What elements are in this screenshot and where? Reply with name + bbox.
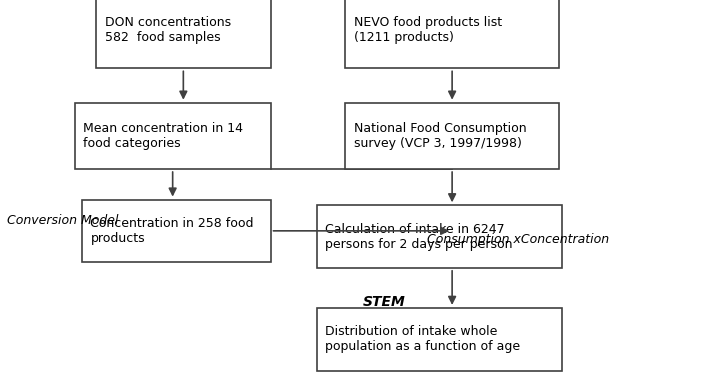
FancyBboxPatch shape	[96, 0, 271, 68]
Text: STEM: STEM	[363, 295, 406, 309]
FancyBboxPatch shape	[75, 103, 271, 169]
FancyBboxPatch shape	[317, 308, 562, 370]
FancyBboxPatch shape	[82, 200, 271, 262]
FancyBboxPatch shape	[345, 103, 559, 169]
FancyBboxPatch shape	[345, 0, 559, 68]
Text: NEVO food products list
(1211 products): NEVO food products list (1211 products)	[354, 16, 502, 44]
Text: National Food Consumption
survey (VCP 3, 1997/1998): National Food Consumption survey (VCP 3,…	[354, 122, 526, 150]
Text: Consumption xConcentration: Consumption xConcentration	[427, 233, 609, 246]
Text: Mean concentration in 14
food categories: Mean concentration in 14 food categories	[83, 122, 244, 150]
Text: Concentration in 258 food
products: Concentration in 258 food products	[90, 217, 254, 245]
Text: Distribution of intake whole
population as a function of age: Distribution of intake whole population …	[325, 325, 520, 353]
FancyBboxPatch shape	[317, 205, 562, 268]
Text: Calculation of intake in 6247
persons for 2 days per person: Calculation of intake in 6247 persons fo…	[325, 223, 513, 250]
Text: Conversion Model: Conversion Model	[7, 214, 119, 227]
Text: DON concentrations
582  food samples: DON concentrations 582 food samples	[105, 16, 231, 44]
